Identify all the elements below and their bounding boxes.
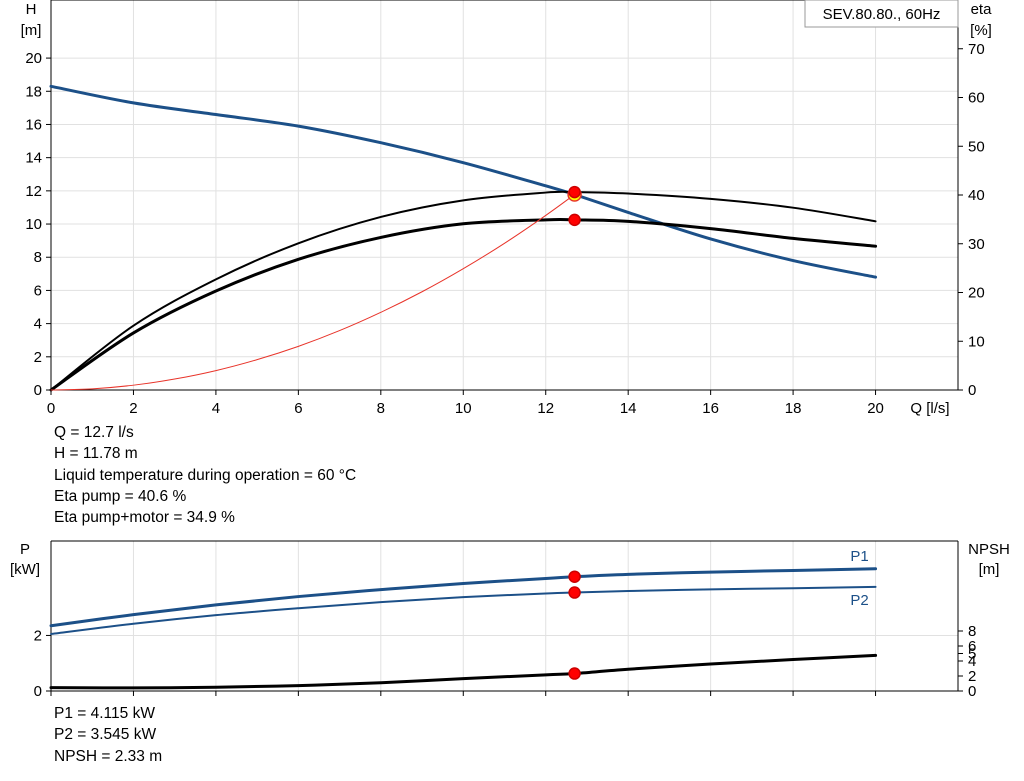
y-tick-label-left: 12 bbox=[25, 183, 42, 200]
info-head: H = 11.78 m bbox=[54, 445, 138, 463]
x-tick-label: 20 bbox=[867, 400, 884, 417]
y-tick-label-right: 70 bbox=[968, 41, 985, 58]
operating-point-marker bbox=[568, 570, 581, 583]
operating-point-info: Q = 12.7 l/s H = 11.78 m Liquid temperat… bbox=[54, 422, 356, 528]
x-tick-label: 16 bbox=[702, 400, 719, 417]
chart-title: SEV.80.80., 60Hz bbox=[823, 6, 941, 23]
head-curve bbox=[49, 84, 878, 279]
x-tick-label: 8 bbox=[377, 400, 385, 417]
p2-curve bbox=[50, 585, 877, 636]
x-tick-label: 18 bbox=[785, 400, 802, 417]
operating-point-marker bbox=[568, 667, 581, 680]
system-curve-curve bbox=[50, 194, 576, 391]
operating-point-marker bbox=[568, 586, 581, 599]
y-tick-label-right: 8 bbox=[968, 623, 976, 640]
info-eta-pump-motor: Eta pump+motor = 34.9 % bbox=[54, 509, 235, 527]
info-p2: P2 = 3.545 kW bbox=[54, 726, 157, 744]
y-axis-left-unit: [kW] bbox=[10, 561, 40, 578]
operating-point-marker bbox=[568, 185, 581, 199]
y-axis-right-unit: [%] bbox=[970, 22, 992, 39]
y-axis-left-unit: [m] bbox=[21, 22, 42, 39]
y-tick-label-left: 0 bbox=[34, 382, 42, 399]
y-tick-label-right: 60 bbox=[968, 90, 985, 107]
info-eta-pump: Eta pump = 40.6 % bbox=[54, 487, 187, 505]
y-tick-label-right: 20 bbox=[968, 285, 985, 302]
y-tick-label-left: 8 bbox=[34, 249, 42, 266]
y-tick-label-left: 18 bbox=[25, 83, 42, 100]
x-tick-label: 0 bbox=[47, 400, 55, 417]
y-tick-label-left: 6 bbox=[34, 282, 42, 299]
y-tick-label-left: 4 bbox=[34, 316, 42, 333]
y-axis-left-label: H bbox=[26, 1, 37, 18]
y-tick-label-left: 10 bbox=[25, 216, 42, 233]
info-liquid-temperature: Liquid temperature during operation = 60… bbox=[54, 466, 357, 484]
eta-pump-motor-curve bbox=[49, 218, 878, 392]
operating-point-marker bbox=[568, 213, 581, 227]
y-tick-label-right: 5 bbox=[968, 646, 976, 663]
y-tick-label-right: 50 bbox=[968, 138, 985, 155]
y-tick-label-right: 6 bbox=[968, 638, 976, 655]
series-label-p1: P1 bbox=[850, 548, 868, 565]
performance-chart: 0 2 4 6 8 10 12 14 16 18 20 0 10 20 30 40 50 60 70 0 2 4 6 8 10 1… bbox=[21, 0, 993, 417]
y-axis-right-label: NPSH bbox=[968, 541, 1010, 558]
y-tick-label-right: 0 bbox=[968, 382, 976, 399]
x-axis-label: Q [l/s] bbox=[910, 400, 949, 417]
y-tick-label-right: 10 bbox=[968, 333, 985, 350]
x-tick-label: 10 bbox=[455, 400, 472, 417]
y-tick-label-right: 0 bbox=[968, 683, 976, 700]
info-npsh: NPSH = 2.33 m bbox=[54, 747, 163, 765]
x-tick-label: 14 bbox=[620, 400, 637, 417]
y-tick-label-left: 16 bbox=[25, 116, 42, 133]
y-tick-label-right: 30 bbox=[968, 236, 985, 253]
p1-curve bbox=[49, 567, 878, 628]
y-tick-label-right: 2 bbox=[968, 668, 976, 685]
x-tick-label: 12 bbox=[537, 400, 554, 417]
eta-pump-curve bbox=[50, 190, 877, 391]
x-tick-label: 2 bbox=[129, 400, 137, 417]
grid bbox=[51, 0, 958, 390]
y-tick-label-left: 20 bbox=[25, 50, 42, 67]
y-tick-label-left: 0 bbox=[34, 683, 42, 700]
y-tick-label-left: 2 bbox=[34, 349, 42, 366]
info-p1: P1 = 4.115 kW bbox=[54, 705, 155, 722]
grid bbox=[51, 541, 958, 691]
y-axis-right-label: eta bbox=[971, 1, 993, 18]
y-axis-right-unit: [m] bbox=[979, 561, 1000, 578]
info-flow: Q = 12.7 l/s bbox=[54, 424, 134, 441]
chart-title-box bbox=[804, 0, 959, 28]
y-tick-label-right: 4 bbox=[968, 653, 976, 670]
series-label-p2: P2 bbox=[850, 592, 868, 609]
y-tick-label-left: 2 bbox=[34, 627, 42, 644]
power-info: P1 = 4.115 kW P2 = 3.545 kW NPSH = 2.33 … bbox=[54, 703, 162, 767]
npsh-curve bbox=[49, 653, 878, 690]
x-tick-label: 4 bbox=[212, 400, 220, 417]
y-tick-label-right: 40 bbox=[968, 187, 985, 204]
y-axis-left-label: P bbox=[20, 541, 30, 558]
y-tick-label-left: 14 bbox=[25, 150, 42, 167]
x-tick-label: 6 bbox=[294, 400, 302, 417]
